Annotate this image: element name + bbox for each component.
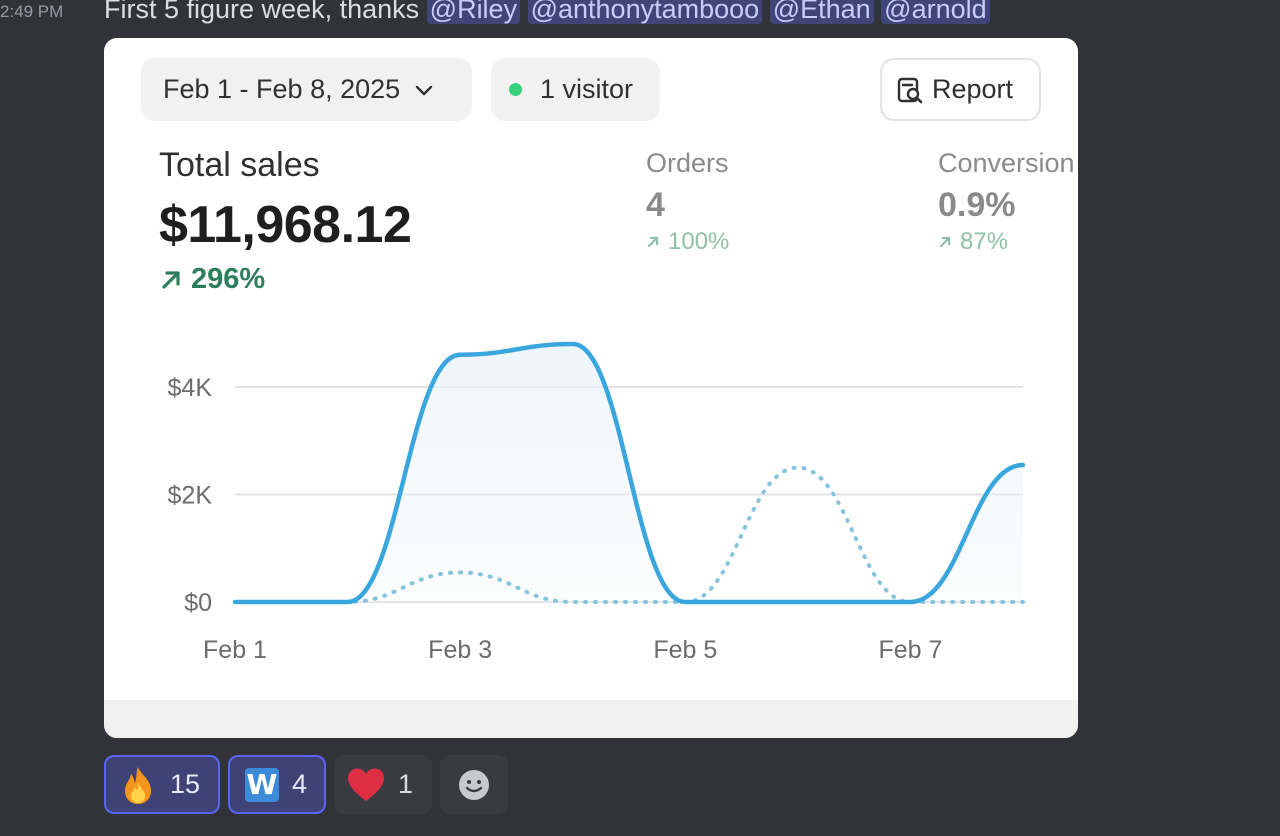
sales-chart: $0 $2K $4K Feb 1 Feb 3 Feb 5 Feb 7 (168, 341, 1026, 664)
visitor-count: 1 visitor (540, 74, 634, 104)
y-tick-label: $2K (168, 482, 213, 510)
total-sales-value: $11,968.12 (159, 196, 412, 254)
reaction-count: 1 (398, 769, 414, 799)
x-tick-label: Feb 1 (203, 636, 267, 664)
add-reaction-button[interactable] (440, 755, 508, 814)
w-letter-icon: W (242, 765, 282, 805)
x-tick-label: Feb 5 (653, 636, 717, 664)
y-tick-label: $4K (168, 374, 213, 402)
reaction-heart[interactable]: 1 (334, 755, 432, 814)
orders-label: Orders (646, 148, 729, 178)
x-tick-label: Feb 3 (428, 636, 492, 664)
date-range-label: Feb 1 - Feb 8, 2025 (163, 74, 401, 104)
mention-riley[interactable]: @Riley (426, 0, 521, 24)
reaction-count: 4 (292, 769, 308, 799)
live-dot-icon (509, 83, 522, 96)
total-sales-change: 296% (159, 263, 265, 296)
arrow-up-right-icon (647, 236, 659, 248)
conversion-label: Conversion (938, 148, 1075, 178)
w-tile: W (245, 767, 279, 802)
report-label: Report (932, 74, 1014, 104)
sales-series-line (232, 341, 1026, 605)
card-footer (104, 700, 1078, 738)
orders-change-value: 100% (668, 228, 730, 255)
chevron-down-icon (414, 83, 434, 97)
report-search-icon (897, 77, 923, 103)
report-button[interactable]: Report (880, 58, 1041, 121)
date-range-selector[interactable]: Feb 1 - Feb 8, 2025 (141, 58, 472, 121)
visitor-badge: 1 visitor (491, 58, 660, 121)
message-timestamp: 2:49 PM (0, 2, 64, 21)
reaction-fire[interactable]: 15 (104, 755, 220, 814)
total-sales-change-value: 296% (191, 263, 266, 295)
conversion-change: 87% (938, 228, 1008, 256)
x-tick-label: Feb 7 (878, 636, 942, 664)
reaction-w[interactable]: W 4 (228, 755, 326, 814)
comparison-series-line (233, 465, 1025, 604)
smiley-icon (459, 769, 489, 800)
image-attachment[interactable]: Feb 1 - Feb 8, 2025 1 visitor Report Tot… (104, 38, 1078, 738)
reaction-count: 15 (170, 769, 201, 799)
mention-ethan[interactable]: @Ethan (769, 0, 874, 24)
conversion-value: 0.9% (938, 186, 1016, 224)
conversion-change-value: 87% (960, 228, 1009, 255)
y-tick-label: $0 (184, 589, 212, 617)
mention-anthonytambooo[interactable]: @anthonytambooo (527, 0, 763, 24)
orders-value: 4 (646, 186, 665, 224)
arrow-up-right-icon (939, 236, 951, 248)
reactions-bar: 15 W 4 1 (104, 755, 508, 814)
mention-arnold[interactable]: @arnold (881, 0, 990, 24)
fire-icon (118, 765, 158, 805)
message-body: First 5 figure week, thanks (104, 0, 420, 24)
total-sales-label: Total sales (159, 146, 320, 184)
message-text: First 5 figure week, thanks @Riley @anth… (104, 0, 990, 25)
orders-change: 100% (646, 228, 729, 256)
arrow-up-right-icon (162, 270, 180, 289)
red-heart-icon (346, 765, 386, 805)
